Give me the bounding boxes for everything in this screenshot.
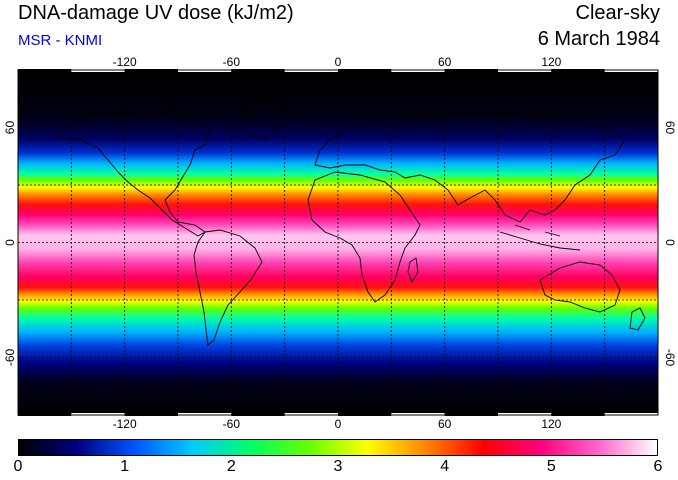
tick-label: 60 (438, 55, 452, 69)
tick-label: -60 (663, 349, 677, 367)
tick-label: 60 (663, 121, 677, 135)
longitude-labels-bottom: -120 -60 0 60 120 (113, 417, 562, 431)
tick-label: 60 (3, 121, 17, 135)
colorbar-tick-label: 1 (120, 458, 130, 475)
tick-label: -60 (3, 349, 17, 367)
tick-label: 0 (663, 239, 677, 246)
indonesia-coast (499, 224, 581, 251)
tick-label: 120 (541, 417, 561, 431)
tick-label: 0 (335, 55, 342, 69)
tick-label: 120 (541, 55, 561, 69)
tick-label: 0 (3, 239, 17, 246)
south-america-coast (193, 229, 263, 346)
tick-label: -60 (223, 417, 241, 431)
colorbar-tick-label: 5 (546, 458, 556, 475)
colorbar-tick-label: 4 (440, 458, 450, 475)
longitude-labels-top: -120 -60 0 60 120 (113, 55, 562, 69)
sky-condition-label: Clear-sky (575, 2, 660, 24)
graticule (18, 70, 658, 415)
north-america-coast (57, 109, 211, 237)
source-label: MSR - KNMI (18, 32, 103, 49)
tick-label: 0 (335, 417, 342, 431)
map-frame (17, 69, 659, 416)
europe-asia-coast (314, 111, 626, 223)
colorbar (18, 439, 658, 456)
tick-label: -120 (113, 417, 137, 431)
tick-label: -120 (113, 55, 137, 69)
colorbar-tick-label: 6 (653, 458, 663, 475)
madagascar-coast (407, 257, 419, 284)
map-title: DNA-damage UV dose (kJ/m2) (18, 2, 294, 24)
new-zealand-coast (629, 307, 646, 331)
latitude-labels-left: 60 0 -60 (3, 121, 17, 367)
date-label: 6 March 1984 (537, 28, 660, 50)
africa-coast (307, 171, 421, 303)
tick-label: 60 (438, 417, 452, 431)
antarctica-coast (18, 384, 658, 393)
tick-label: -60 (223, 55, 241, 69)
colorbar-tick-label: 2 (226, 458, 236, 475)
colorbar-tick-label: 0 (13, 458, 23, 475)
latitude-labels-right: 60 0 -60 (663, 121, 677, 367)
coastlines (18, 94, 658, 393)
colorbar-tick-label: 3 (333, 458, 343, 475)
greenland-coast (239, 94, 291, 141)
